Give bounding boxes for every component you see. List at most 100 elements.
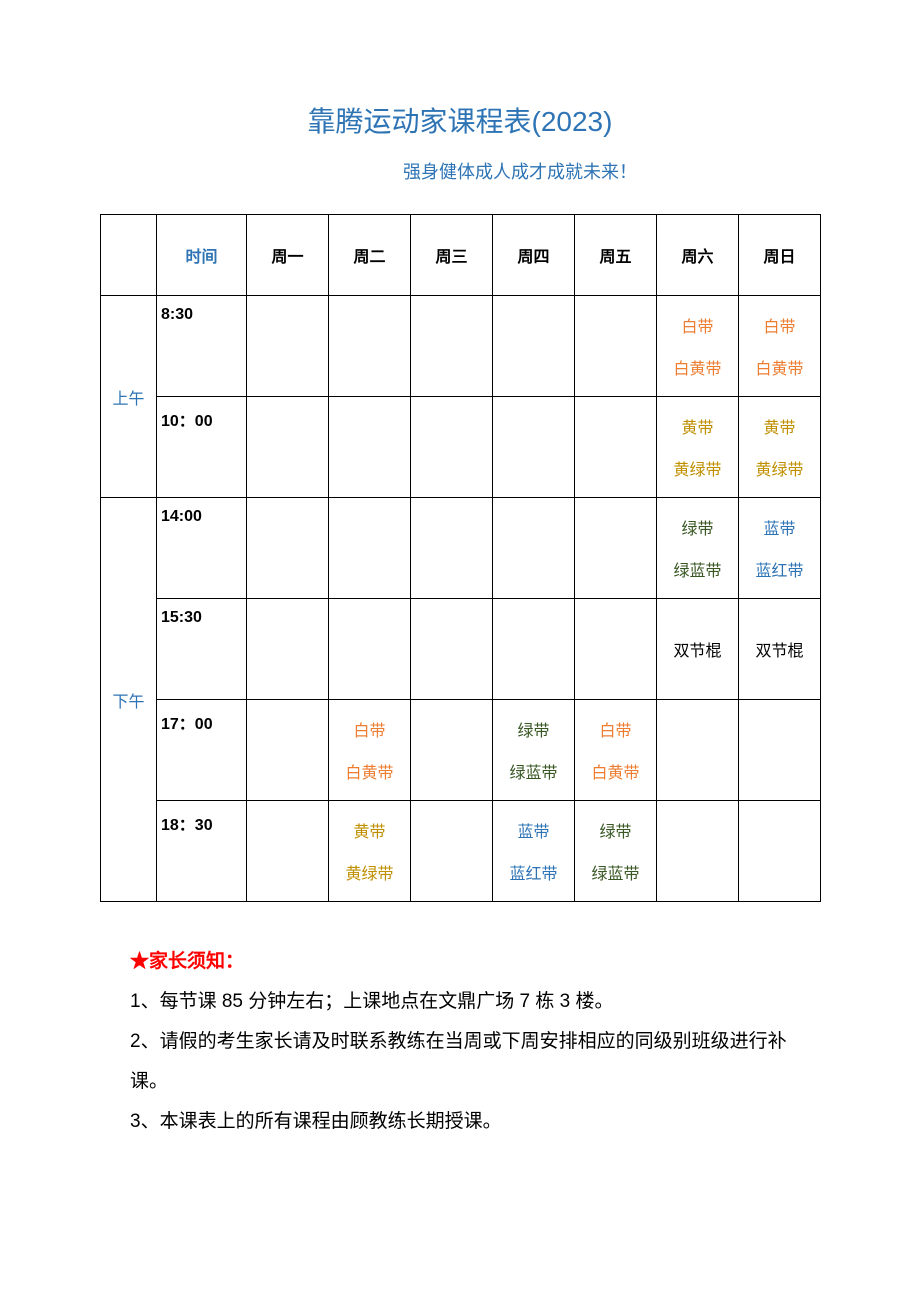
table-row: 下午14:00绿带绿蓝带蓝带蓝红带 bbox=[101, 498, 821, 599]
schedule-cell bbox=[247, 397, 329, 498]
schedule-cell: 双节棍 bbox=[739, 599, 821, 700]
schedule-table: 时间 周一 周二 周三 周四 周五 周六 周日 上午8:30白带白黄带白带白黄带… bbox=[100, 214, 821, 902]
schedule-cell bbox=[329, 498, 411, 599]
schedule-cell: 蓝带蓝红带 bbox=[739, 498, 821, 599]
belt-label: 双节棍 bbox=[755, 637, 803, 661]
belt-label: 蓝带 bbox=[517, 818, 549, 842]
schedule-cell: 白带白黄带 bbox=[657, 296, 739, 397]
belt-label: 绿蓝带 bbox=[673, 557, 721, 581]
schedule-cell bbox=[493, 599, 575, 700]
schedule-cell bbox=[411, 296, 493, 397]
schedule-cell bbox=[411, 801, 493, 902]
schedule-cell: 黄带黄绿带 bbox=[739, 397, 821, 498]
belt-label: 绿蓝带 bbox=[509, 759, 557, 783]
belt-label: 双节棍 bbox=[673, 637, 721, 661]
schedule-cell bbox=[575, 599, 657, 700]
belt-label: 绿蓝带 bbox=[591, 860, 639, 884]
schedule-cell bbox=[657, 801, 739, 902]
schedule-cell bbox=[329, 599, 411, 700]
schedule-cell: 绿带绿蓝带 bbox=[575, 801, 657, 902]
belt-label: 黄绿带 bbox=[345, 860, 393, 884]
schedule-cell bbox=[657, 700, 739, 801]
table-row: 10：00黄带黄绿带黄带黄绿带 bbox=[101, 397, 821, 498]
schedule-cell bbox=[575, 397, 657, 498]
table-header-row: 时间 周一 周二 周三 周四 周五 周六 周日 bbox=[101, 215, 821, 296]
schedule-cell: 蓝带蓝红带 bbox=[493, 801, 575, 902]
period-cell: 下午 bbox=[101, 498, 157, 902]
notes-item: 2、请假的考生家长请及时联系教练在当周或下周安排相应的同级别班级进行补课。 bbox=[130, 1022, 790, 1102]
schedule-cell: 白带白黄带 bbox=[329, 700, 411, 801]
belt-label: 黄带 bbox=[681, 414, 713, 438]
belt-label: 白黄带 bbox=[345, 759, 393, 783]
page-subtitle: 强身健体成人成才成就未来！ bbox=[100, 158, 820, 184]
page-title: 靠腾运动家课程表(2023) bbox=[100, 100, 820, 140]
schedule-cell bbox=[739, 801, 821, 902]
belt-label: 绿带 bbox=[681, 515, 713, 539]
time-cell: 10：00 bbox=[157, 397, 247, 498]
schedule-cell: 白带白黄带 bbox=[575, 700, 657, 801]
belt-label: 白黄带 bbox=[591, 759, 639, 783]
notes-item: 1、每节课 85 分钟左右；上课地点在文鼎广场 7 栋 3 楼。 bbox=[130, 982, 790, 1022]
belt-label: 蓝带 bbox=[763, 515, 795, 539]
schedule-cell: 黄带黄绿带 bbox=[657, 397, 739, 498]
belt-label: 黄绿带 bbox=[673, 456, 721, 480]
schedule-cell bbox=[493, 498, 575, 599]
time-cell: 15:30 bbox=[157, 599, 247, 700]
header-blank bbox=[101, 215, 157, 296]
schedule-cell bbox=[575, 498, 657, 599]
time-cell: 8:30 bbox=[157, 296, 247, 397]
belt-label: 蓝红带 bbox=[509, 860, 557, 884]
schedule-cell: 黄带黄绿带 bbox=[329, 801, 411, 902]
schedule-cell bbox=[247, 700, 329, 801]
schedule-cell bbox=[247, 801, 329, 902]
time-cell: 17：00 bbox=[157, 700, 247, 801]
schedule-cell bbox=[575, 296, 657, 397]
belt-label: 白带 bbox=[353, 717, 385, 741]
belt-label: 白黄带 bbox=[755, 355, 803, 379]
belt-label: 蓝红带 bbox=[755, 557, 803, 581]
schedule-cell: 白带白黄带 bbox=[739, 296, 821, 397]
schedule-cell bbox=[411, 599, 493, 700]
belt-label: 黄绿带 bbox=[755, 456, 803, 480]
belt-label: 黄带 bbox=[353, 818, 385, 842]
schedule-cell bbox=[329, 296, 411, 397]
notes-heading: 家长须知： bbox=[149, 951, 244, 972]
header-day: 周五 bbox=[575, 215, 657, 296]
period-cell: 上午 bbox=[101, 296, 157, 498]
schedule-cell bbox=[411, 700, 493, 801]
page: 靠腾运动家课程表(2023) 强身健体成人成才成就未来！ 时间 周一 周二 周三… bbox=[0, 0, 920, 1301]
belt-label: 绿带 bbox=[517, 717, 549, 741]
schedule-cell bbox=[329, 397, 411, 498]
belt-label: 白带 bbox=[681, 313, 713, 337]
header-day: 周四 bbox=[493, 215, 575, 296]
header-day: 周三 bbox=[411, 215, 493, 296]
schedule-cell bbox=[411, 498, 493, 599]
table-row: 15:30 双节棍 双节棍 bbox=[101, 599, 821, 700]
header-day: 周一 bbox=[247, 215, 329, 296]
schedule-cell: 绿带绿蓝带 bbox=[657, 498, 739, 599]
time-cell: 14:00 bbox=[157, 498, 247, 599]
notes-star: ★ bbox=[130, 951, 149, 972]
table-row: 17：00白带白黄带绿带绿蓝带白带白黄带 bbox=[101, 700, 821, 801]
table-row: 上午8:30白带白黄带白带白黄带 bbox=[101, 296, 821, 397]
time-cell: 18：30 bbox=[157, 801, 247, 902]
schedule-cell: 双节棍 bbox=[657, 599, 739, 700]
header-day: 周二 bbox=[329, 215, 411, 296]
notes-section: ★家长须知： 1、每节课 85 分钟左右；上课地点在文鼎广场 7 栋 3 楼。 … bbox=[100, 942, 820, 1141]
schedule-cell bbox=[247, 296, 329, 397]
schedule-cell bbox=[739, 700, 821, 801]
notes-heading-line: ★家长须知： bbox=[130, 942, 790, 982]
belt-label: 白带 bbox=[763, 313, 795, 337]
schedule-cell: 绿带绿蓝带 bbox=[493, 700, 575, 801]
notes-item: 3、本课表上的所有课程由顾教练长期授课。 bbox=[130, 1102, 790, 1142]
table-row: 18：30黄带黄绿带蓝带蓝红带绿带绿蓝带 bbox=[101, 801, 821, 902]
schedule-cell bbox=[411, 397, 493, 498]
belt-label: 白带 bbox=[599, 717, 631, 741]
header-day: 周日 bbox=[739, 215, 821, 296]
header-time: 时间 bbox=[157, 215, 247, 296]
schedule-cell bbox=[247, 498, 329, 599]
header-day: 周六 bbox=[657, 215, 739, 296]
belt-label: 绿带 bbox=[599, 818, 631, 842]
belt-label: 黄带 bbox=[763, 414, 795, 438]
schedule-cell bbox=[493, 397, 575, 498]
